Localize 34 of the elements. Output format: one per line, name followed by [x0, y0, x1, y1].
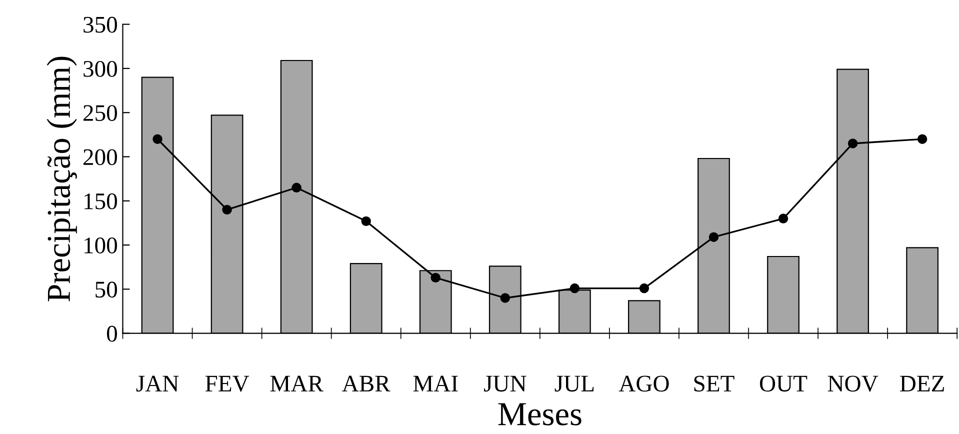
point — [361, 216, 371, 226]
x-tick-label: OUT — [760, 376, 808, 392]
point — [570, 283, 580, 294]
x-axis-title: Meses — [498, 403, 582, 426]
point — [292, 182, 302, 192]
x-tick-label: ABR — [342, 376, 390, 392]
y-tick-label: 50 — [96, 282, 117, 298]
x-tick-label: JAN — [136, 376, 179, 392]
x-tick-label: SET — [694, 376, 734, 392]
x-tick-label: DEZ — [900, 376, 944, 392]
x-tick-label: JUL — [554, 376, 594, 392]
x-tick-label: AGO — [618, 376, 669, 392]
point — [917, 134, 928, 144]
point — [848, 138, 858, 148]
y-tick-label: 250 — [84, 105, 117, 122]
y-tick-label: 100 — [84, 238, 117, 254]
x-tick-label: JUN — [484, 376, 526, 392]
x-tick-label: MAI — [413, 376, 458, 392]
point — [708, 232, 719, 242]
point — [500, 293, 510, 303]
point — [778, 214, 788, 224]
y-axis-title: Precipitação (mm) — [46, 56, 77, 302]
y-tick-label: 150 — [84, 193, 117, 210]
x-tick-label: NOV — [828, 376, 878, 392]
point — [430, 272, 440, 283]
point — [222, 204, 232, 215]
y-tick-label: 300 — [84, 60, 117, 77]
y-tick-label: 0 — [106, 326, 117, 342]
y-tick-label: 350 — [84, 16, 117, 33]
x-tick-label: FEV — [205, 376, 250, 392]
point — [639, 283, 650, 294]
y-tick-label: 200 — [84, 149, 117, 166]
x-tick-label: MAR — [270, 376, 324, 392]
point — [152, 134, 162, 144]
